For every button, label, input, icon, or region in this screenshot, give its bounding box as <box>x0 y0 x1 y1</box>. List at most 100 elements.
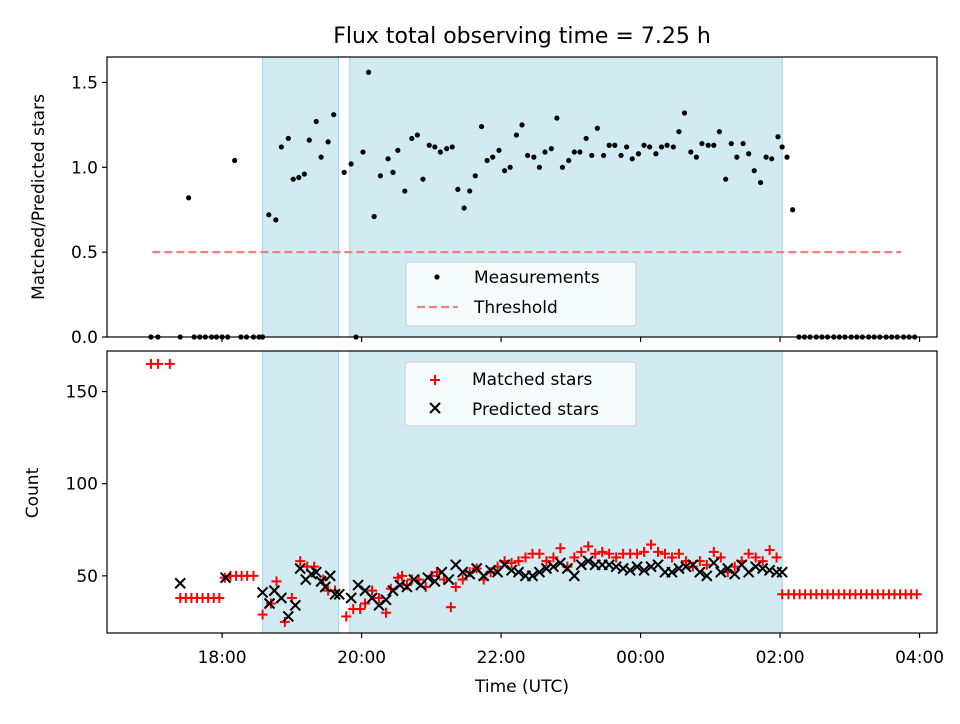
predicted-marker-b <box>624 564 636 577</box>
measurement-point <box>757 179 764 186</box>
measurement-point <box>624 144 630 150</box>
matched-marker <box>764 545 775 556</box>
y-tick-label: 50 <box>76 567 98 587</box>
predicted-marker <box>666 566 678 578</box>
measurement-point <box>548 146 554 152</box>
measurement-point <box>688 149 694 155</box>
matched-marker <box>401 580 412 591</box>
predicted-marker <box>763 564 776 577</box>
measurement-point <box>681 110 688 116</box>
predicted-marker <box>352 579 364 591</box>
measurement-point <box>699 140 705 147</box>
predicted-marker <box>457 566 469 578</box>
predicted-marker-b <box>749 560 762 573</box>
measurement-point <box>360 149 366 155</box>
bottom-legend: Matched stars Predicted stars <box>404 361 637 427</box>
matched-marker <box>541 556 552 567</box>
top-legend: Measurements Threshold <box>405 261 637 327</box>
predicted-marker-b <box>463 568 476 580</box>
predicted-marker-b <box>324 570 336 582</box>
predicted-marker <box>477 570 490 582</box>
predicted-marker-b <box>310 566 322 578</box>
measurement-point <box>266 212 272 218</box>
bottom-y-axis-label: Count <box>23 467 43 518</box>
predicted-marker-b <box>380 594 392 606</box>
predicted-marker-b <box>394 579 406 591</box>
legend-label-measurements: Measurements <box>474 268 600 288</box>
predicted-star-markers <box>174 555 788 623</box>
predicted-marker-b <box>610 560 622 573</box>
bottom-legend-box <box>404 361 637 427</box>
matched-marker <box>506 557 517 568</box>
measurement-point <box>467 188 473 194</box>
measurement-point <box>426 142 432 148</box>
predicted-marker <box>282 610 295 623</box>
measurement-point <box>594 125 600 131</box>
predicted-marker <box>673 562 685 575</box>
x-tick-label: 04:00 <box>895 648 944 668</box>
predicted-marker-b <box>763 564 776 577</box>
y-tick-label: 1.0 <box>71 158 98 178</box>
predicted-marker <box>540 562 553 575</box>
bottom-x-ticks: 18:00 20:00 22:00 00:00 02:00 04:00 <box>198 633 944 668</box>
predicted-marker-b <box>498 559 511 571</box>
matched-marker <box>659 548 670 559</box>
measurement-point <box>779 144 785 150</box>
matched-marker <box>445 602 456 613</box>
predicted-marker-b <box>345 592 357 604</box>
predicted-marker-b <box>505 564 518 577</box>
predicted-marker <box>582 555 594 567</box>
y-tick-label: 1.5 <box>71 73 98 93</box>
measurement-point <box>507 164 513 170</box>
predicted-marker <box>394 579 406 591</box>
predicted-marker-b <box>484 564 497 577</box>
predicted-marker <box>638 564 650 577</box>
legend-label-predicted: Predicted stars <box>472 400 599 420</box>
matched-marker <box>771 552 782 563</box>
predicted-marker <box>512 566 525 578</box>
measurement-point <box>285 135 291 142</box>
measurement-point <box>790 207 796 213</box>
measurement-point <box>635 151 642 157</box>
y-tick-label: 150 <box>66 383 98 403</box>
predicted-marker-b <box>319 581 332 593</box>
predicted-marker <box>631 560 643 573</box>
measurement-point <box>461 205 467 211</box>
predicted-marker-b <box>694 566 706 578</box>
measurement-point <box>769 156 775 162</box>
measurement-point <box>559 164 566 170</box>
matched-marker <box>271 576 282 587</box>
measurement-point <box>606 142 612 148</box>
predicted-marker <box>380 594 392 606</box>
predicted-marker <box>776 566 788 578</box>
top-axes-frame <box>106 56 938 338</box>
measurement-point <box>716 129 722 135</box>
measurement-point <box>232 157 238 164</box>
predicted-marker <box>429 575 441 588</box>
measurement-point <box>449 144 455 150</box>
predicted-marker-b <box>617 562 629 575</box>
predicted-marker <box>498 559 511 571</box>
predicted-marker-b <box>526 570 539 582</box>
predicted-marker <box>324 570 336 582</box>
predicted-marker-b <box>722 562 734 575</box>
predicted-marker-b <box>256 586 269 599</box>
measurement-point <box>641 142 647 148</box>
predicted-marker-b <box>263 597 276 610</box>
predicted-marker <box>715 566 727 578</box>
predicted-marker-b <box>333 588 345 601</box>
legend-marker-matched <box>430 375 440 385</box>
predicted-marker-b <box>512 566 525 578</box>
measurement-point <box>728 140 734 147</box>
measurement-point <box>341 169 347 175</box>
measurement-point <box>444 146 450 152</box>
predicted-marker-b <box>638 564 650 577</box>
predicted-marker <box>275 592 288 604</box>
measurement-point <box>296 174 302 181</box>
matched-marker <box>666 552 677 563</box>
measurement-point <box>571 149 577 155</box>
matched-marker <box>757 556 768 567</box>
predicted-marker <box>603 559 615 571</box>
matched-marker <box>397 570 408 581</box>
measurement-point <box>784 154 790 160</box>
